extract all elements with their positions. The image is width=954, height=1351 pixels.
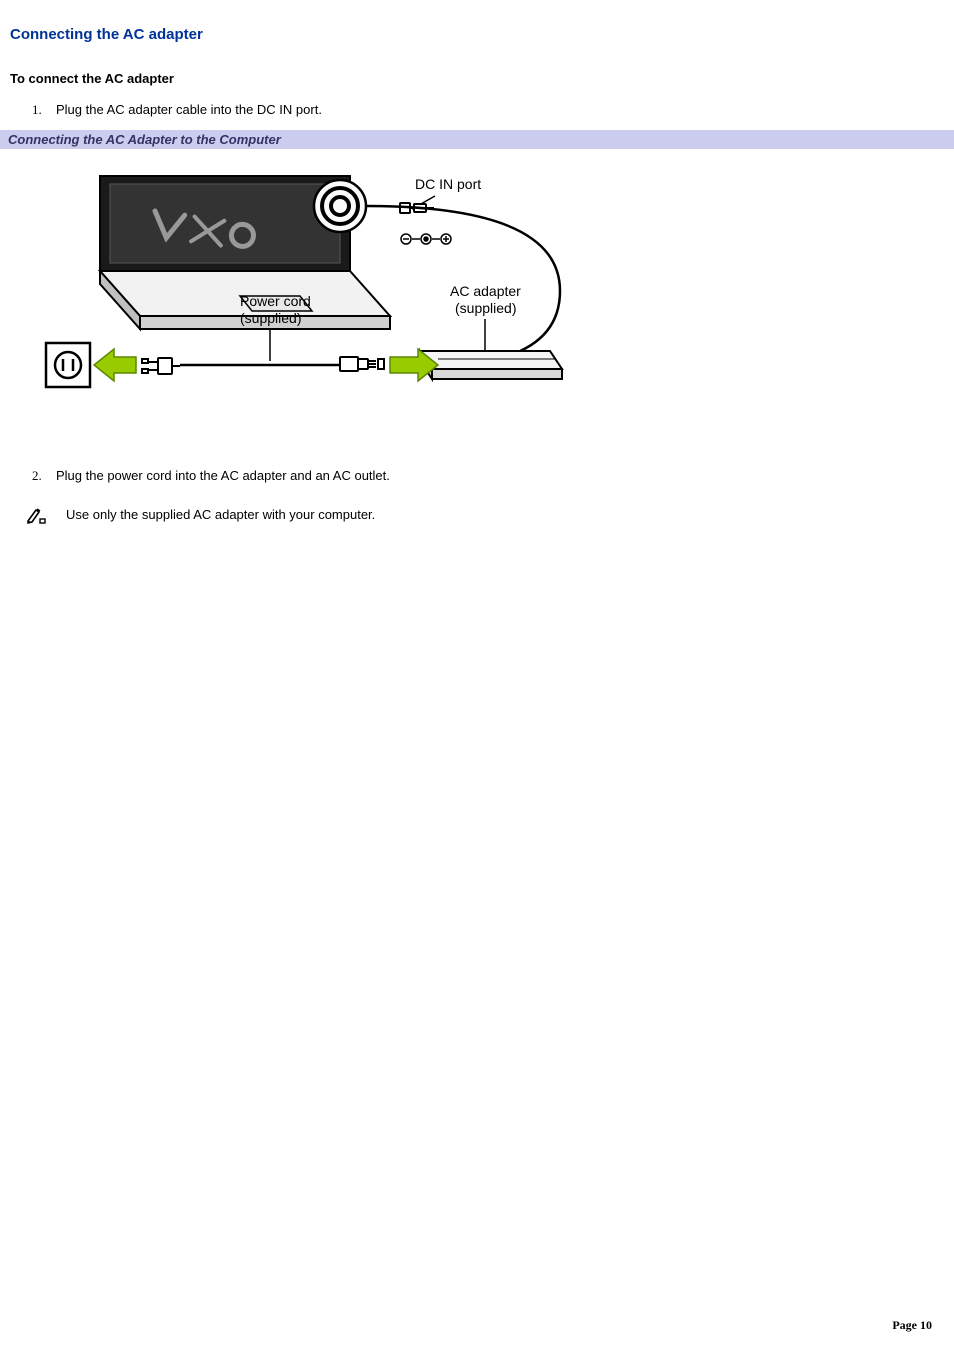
arrow-left-icon xyxy=(94,349,136,381)
ac-adapter-label: AC adapter xyxy=(450,283,521,299)
hand-writing-icon xyxy=(26,505,66,527)
note-row: Use only the supplied AC adapter with yo… xyxy=(26,505,944,527)
step-text: Plug the AC adapter cable into the DC IN… xyxy=(56,100,944,120)
step-item: 1. Plug the AC adapter cable into the DC… xyxy=(32,100,944,120)
procedure-heading: To connect the AC adapter xyxy=(10,71,944,86)
diagram-container: DC IN port xyxy=(40,161,944,426)
step-number: 1. xyxy=(32,100,56,120)
plug-icon xyxy=(142,358,180,374)
ac-adapter-diagram: DC IN port xyxy=(40,161,570,421)
document-page: Connecting the AC adapter To connect the… xyxy=(0,0,954,1351)
page-number: Page 10 xyxy=(892,1318,932,1333)
adapter-icon xyxy=(420,351,562,379)
banner-text: Connecting the AC Adapter to the Compute… xyxy=(8,132,281,147)
power-cord-label: Power cord xyxy=(240,293,311,309)
power-cord-sublabel: (supplied) xyxy=(240,310,301,326)
figure-caption-banner: Connecting the AC Adapter to the Compute… xyxy=(0,130,954,149)
dc-in-port-label: DC IN port xyxy=(415,176,481,192)
step-number: 2. xyxy=(32,466,56,486)
step-text: Plug the power cord into the AC adapter … xyxy=(56,466,944,486)
outlet-icon xyxy=(46,343,90,387)
cord-connector-icon xyxy=(340,357,384,371)
ac-adapter-sublabel: (supplied) xyxy=(455,300,516,316)
step-item: 2. Plug the power cord into the AC adapt… xyxy=(32,466,944,486)
section-heading: Connecting the AC adapter xyxy=(10,26,944,43)
note-text: Use only the supplied AC adapter with yo… xyxy=(66,505,944,522)
